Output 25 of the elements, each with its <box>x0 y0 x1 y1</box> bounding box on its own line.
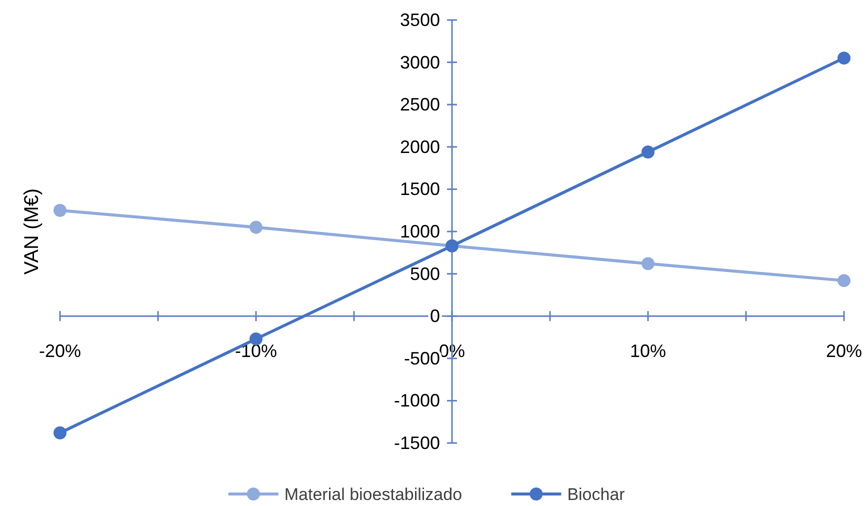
point <box>54 426 66 440</box>
legend-label: Material bioestabilizado <box>284 485 462 504</box>
y-tick-label: -500 <box>404 348 440 368</box>
y-tick-label: -1000 <box>394 390 440 411</box>
x-tick-label: 10% <box>630 341 666 362</box>
y-tick-label: 2500 <box>400 94 440 115</box>
y-tick-label: 1500 <box>400 179 440 200</box>
x-tick-label: 20% <box>826 341 862 362</box>
legend-label: Biochar <box>567 485 626 504</box>
y-tick-label: 500 <box>410 264 440 284</box>
y-tick-label: 3500 <box>400 10 440 30</box>
point <box>54 204 66 217</box>
y-tick-label: -1500 <box>394 433 440 453</box>
point <box>838 52 850 65</box>
y-tick-label: 1000 <box>400 222 440 242</box>
x-tick-label: -10% <box>234 341 278 362</box>
point <box>642 257 654 270</box>
y-axis-title: VAN (M€) <box>21 188 43 275</box>
y-tick-label: 2000 <box>400 136 440 157</box>
point <box>250 220 262 234</box>
point <box>250 332 262 346</box>
point <box>642 145 654 158</box>
point <box>838 274 850 288</box>
x-tick-label: -20% <box>38 341 82 362</box>
y-tick-label: 3000 <box>400 52 440 72</box>
